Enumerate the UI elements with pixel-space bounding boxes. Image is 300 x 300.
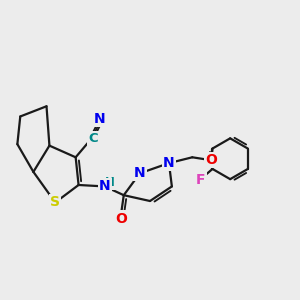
Text: N: N: [94, 112, 106, 126]
Text: O: O: [115, 212, 127, 226]
Text: S: S: [50, 196, 60, 209]
Text: H: H: [105, 176, 115, 189]
Text: N: N: [134, 166, 146, 180]
Text: C: C: [88, 132, 98, 145]
Text: F: F: [196, 173, 206, 187]
Text: N: N: [163, 156, 175, 170]
Text: N: N: [99, 179, 111, 194]
Text: O: O: [205, 153, 217, 167]
